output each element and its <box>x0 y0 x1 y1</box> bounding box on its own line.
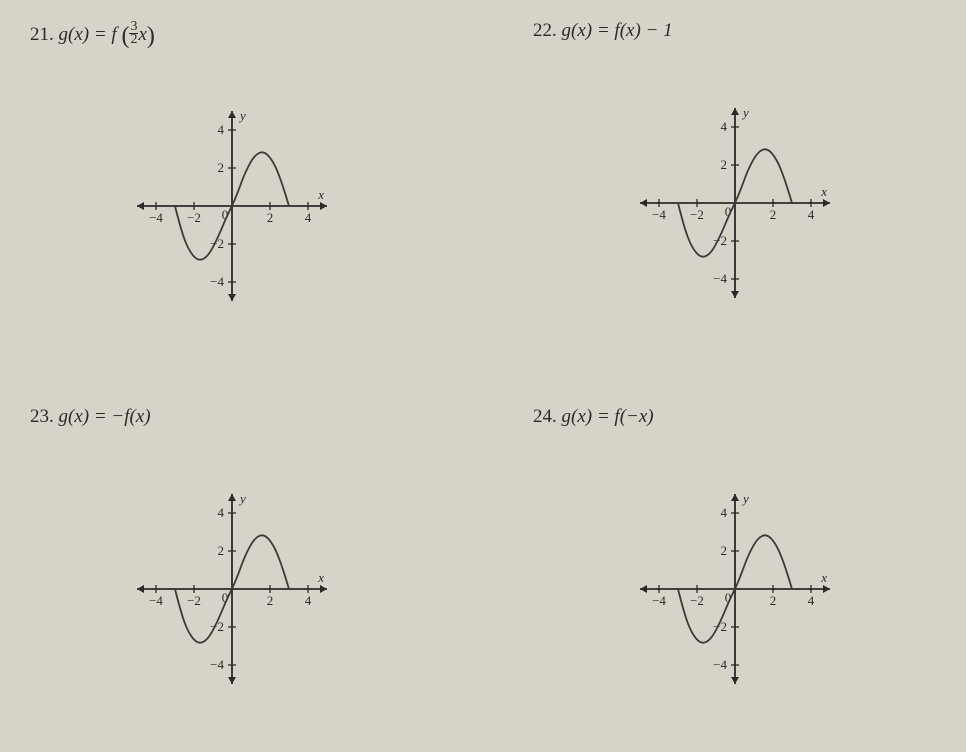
svg-text:y: y <box>238 108 246 123</box>
svg-text:4: 4 <box>807 207 814 222</box>
svg-text:4: 4 <box>304 593 311 608</box>
problem-24-label: 24. g(x) = f(−x) <box>533 406 936 428</box>
svg-text:y: y <box>741 105 749 120</box>
graph-22-wrap: −4−224−4−2240xy <box>533 60 936 346</box>
svg-text:2: 2 <box>720 157 727 172</box>
svg-text:4: 4 <box>807 593 814 608</box>
problem-22: 22. g(x) = f(x) − 1 −4−224−4−2240xy <box>533 20 936 346</box>
problem-expr: g(x) = f(x) − 1 <box>562 20 673 41</box>
problem-expr: g(x) = f(−x) <box>562 406 654 427</box>
graph-22: −4−224−4−2240xy <box>630 98 840 308</box>
svg-text:−4: −4 <box>149 210 163 225</box>
svg-text:−2: −2 <box>187 210 201 225</box>
graph-21-wrap: −4−224−4−2240xy <box>30 67 433 346</box>
svg-text:2: 2 <box>266 593 273 608</box>
svg-text:x: x <box>820 184 827 199</box>
rparen: ) <box>147 23 155 49</box>
problem-24: 24. g(x) = f(−x) −4−224−4−2240xy <box>533 406 936 732</box>
svg-text:2: 2 <box>217 160 224 175</box>
svg-text:x: x <box>317 570 324 585</box>
problem-23-label: 23. g(x) = −f(x) <box>30 406 433 428</box>
svg-text:x: x <box>317 187 324 202</box>
svg-text:y: y <box>238 491 246 506</box>
problem-expr: g(x) = −f(x) <box>59 406 151 427</box>
svg-text:−4: −4 <box>713 657 727 672</box>
svg-text:2: 2 <box>266 210 273 225</box>
svg-text:−4: −4 <box>149 593 163 608</box>
fraction: 32 <box>129 21 138 47</box>
svg-text:−4: −4 <box>652 207 666 222</box>
graph-24: −4−224−4−2240xy <box>630 484 840 694</box>
after-frac: x <box>138 24 146 45</box>
svg-text:−2: −2 <box>690 593 704 608</box>
graph-23-wrap: −4−224−4−2240xy <box>30 446 433 732</box>
svg-text:2: 2 <box>769 593 776 608</box>
problem-number: 21. <box>30 24 54 45</box>
svg-text:4: 4 <box>720 119 727 134</box>
svg-text:2: 2 <box>720 543 727 558</box>
svg-text:2: 2 <box>217 543 224 558</box>
svg-text:−4: −4 <box>210 274 224 289</box>
problem-22-label: 22. g(x) = f(x) − 1 <box>533 20 936 42</box>
lparen: ( <box>121 23 129 49</box>
graph-23: −4−224−4−2240xy <box>127 484 337 694</box>
svg-text:−2: −2 <box>690 207 704 222</box>
problem-number: 23. <box>30 406 54 427</box>
graph-21: −4−224−4−2240xy <box>127 101 337 311</box>
svg-text:−4: −4 <box>713 271 727 286</box>
problem-number: 24. <box>533 406 557 427</box>
svg-text:−4: −4 <box>652 593 666 608</box>
problem-expr-lhs: g(x) = f <box>59 24 117 45</box>
svg-text:−2: −2 <box>187 593 201 608</box>
svg-text:x: x <box>820 570 827 585</box>
svg-text:y: y <box>741 491 749 506</box>
problem-21: 21. g(x) = f (32x) −4−224−4−2240xy <box>30 20 433 346</box>
svg-text:4: 4 <box>720 505 727 520</box>
svg-text:4: 4 <box>217 122 224 137</box>
problem-21-label: 21. g(x) = f (32x) <box>30 20 433 49</box>
problem-number: 22. <box>533 20 557 41</box>
graph-24-wrap: −4−224−4−2240xy <box>533 446 936 732</box>
svg-text:4: 4 <box>217 505 224 520</box>
svg-text:4: 4 <box>304 210 311 225</box>
problem-23: 23. g(x) = −f(x) −4−224−4−2240xy <box>30 406 433 732</box>
svg-text:−4: −4 <box>210 657 224 672</box>
svg-text:2: 2 <box>769 207 776 222</box>
